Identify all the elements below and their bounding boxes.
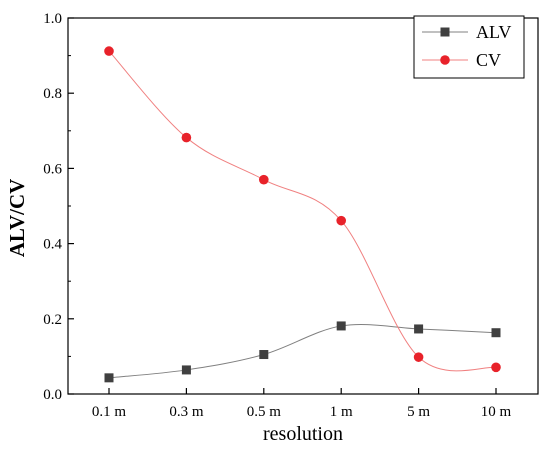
y-tick-label: 0.4 [43,237,62,253]
legend-label-cv: CV [476,50,501,70]
x-tick-label: 1 m [330,404,353,420]
data-point-alv [104,373,114,383]
x-tick-label: 10 m [481,404,512,420]
x-tick-label: 0.3 m [169,404,204,420]
y-tick-label: 0.0 [43,387,62,403]
data-point-cv [413,352,424,362]
data-point-alv [181,365,191,375]
y-tick-label: 1.0 [43,11,62,27]
series-line-alv [108,323,497,379]
y-tick-label: 0.6 [43,161,62,177]
legend: ALV CV [413,15,525,79]
data-point-cv [259,174,269,185]
x-tick-label: 0.1 m [92,404,127,420]
data-point-alv [336,321,346,331]
y-tick-label: 0.8 [43,86,62,102]
data-point-alv [414,324,424,334]
data-point-alv [491,328,501,338]
series-line-cv [108,50,497,372]
y-axis-title: ALV/CV [5,179,29,258]
data-point-cv [104,46,114,56]
x-tick-label: 0.5 m [247,404,282,420]
data-point-alv [259,350,269,360]
series-layer [104,46,501,383]
data-point-cv [336,215,347,226]
legend-box [413,15,525,79]
x-tick-label: 5 m [407,404,430,420]
series-alv [104,321,501,383]
legend-label-alv: ALV [476,22,511,42]
legend-marker-alv [440,27,450,37]
data-point-cv [491,362,501,373]
x-axis-title: resolution [263,423,343,445]
series-cv [104,46,501,373]
legend-marker-cv [440,55,450,65]
y-tick-label: 0.2 [43,312,62,328]
data-point-cv [181,132,192,143]
axes: 0.0 0.2 0.4 0.6 0.8 1.0 0.1 m 0.3 m 0.5 m 1 m 5 m 1… [43,11,539,420]
